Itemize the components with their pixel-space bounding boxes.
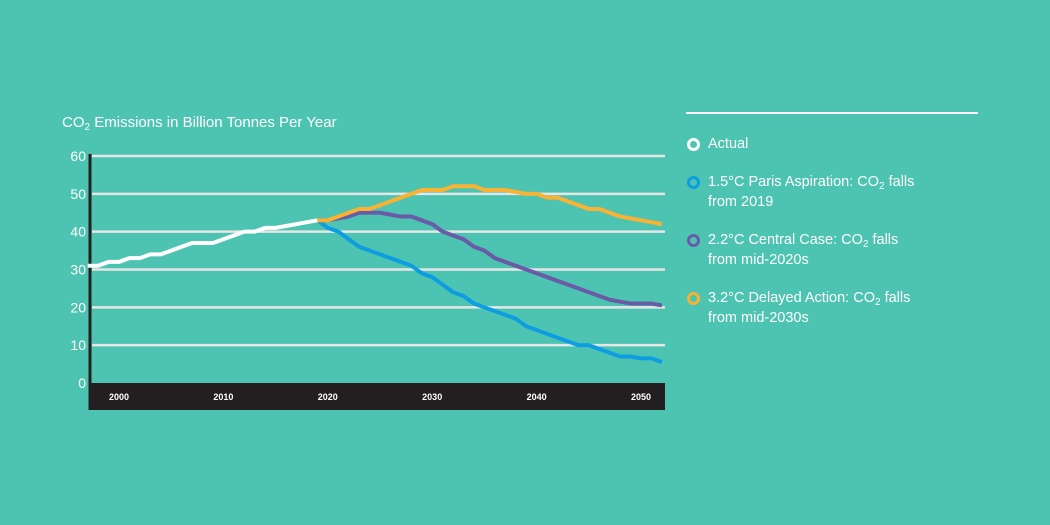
- y-tick-label: 30: [70, 262, 86, 278]
- y-tick-label: 50: [70, 186, 86, 202]
- legend-dot-icon: [687, 138, 700, 151]
- legend-item-1-5c: 1.5°C Paris Aspiration: CO2 falls from 20…: [686, 172, 978, 212]
- legend-dot-icon: [687, 292, 700, 305]
- legend-label-line2: from 2019: [708, 194, 774, 210]
- x-tick-label: 2000: [109, 392, 129, 402]
- series-line-3-2c: [317, 184, 663, 227]
- legend-dot-icon: [687, 176, 700, 189]
- legend: Actual 1.5°C Paris Aspiration: CO2 falls…: [686, 112, 978, 346]
- series-line-1-5c: [316, 218, 663, 365]
- title-subscript: 2: [84, 122, 91, 133]
- x-tick-label: 2050: [631, 392, 651, 402]
- y-tick-label: 0: [78, 375, 86, 391]
- legend-divider: [686, 112, 978, 114]
- legend-label-end: falls: [880, 290, 911, 306]
- legend-label-line2: from mid-2030s: [708, 310, 809, 326]
- x-axis-band: [90, 383, 665, 410]
- legend-item-actual: Actual: [686, 134, 978, 154]
- series-line-2-2c: [317, 210, 663, 308]
- legend-dot-icon: [687, 234, 700, 247]
- x-tick-label: 2010: [213, 392, 233, 402]
- legend-item-2-2c: 2.2°C Central Case: CO2 falls from mid-20…: [686, 230, 978, 270]
- chart-title: CO2 Emissions in Billion Tonnes Per Year: [62, 114, 337, 133]
- title-text: CO: [62, 114, 85, 131]
- x-tick-label: 2030: [422, 392, 442, 402]
- x-tick-label: 2020: [318, 392, 338, 402]
- legend-label: 1.5°C Paris Aspiration: CO: [708, 174, 880, 190]
- title-text-rest: Emissions in Billion Tonnes Per Year: [90, 114, 337, 131]
- series-line-actual: [87, 218, 318, 268]
- legend-item-3-2c: 3.2°C Delayed Action: CO2 falls from mid-…: [686, 288, 978, 328]
- legend-label: 3.2°C Delayed Action: CO: [708, 290, 875, 306]
- legend-label-end: falls: [884, 174, 915, 190]
- legend-label: 2.2°C Central Case: CO: [708, 232, 863, 248]
- legend-label-line2: from mid-2020s: [708, 252, 809, 268]
- y-tick-label: 40: [70, 224, 86, 240]
- legend-subscript: 2: [862, 239, 869, 250]
- y-tick-label: 20: [70, 299, 86, 315]
- legend-label: Actual: [708, 136, 749, 152]
- legend-label-end: falls: [868, 232, 899, 248]
- y-tick-label: 10: [70, 337, 86, 353]
- x-tick-label: 2040: [527, 392, 547, 402]
- y-tick-label: 60: [70, 148, 86, 164]
- legend-subscript: 2: [879, 181, 885, 192]
- legend-subscript: 2: [875, 297, 881, 308]
